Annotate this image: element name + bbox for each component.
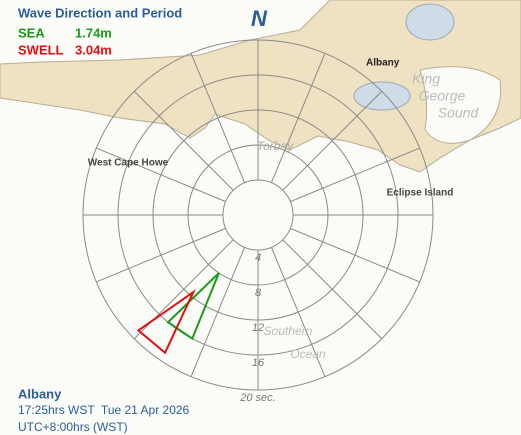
ring-label: 8 <box>255 287 262 299</box>
legend-value: 3.04m <box>75 42 112 57</box>
rose <box>82 39 434 391</box>
harbour <box>353 81 411 111</box>
harbour <box>405 3 455 41</box>
title: Wave Direction and Period <box>18 5 182 20</box>
wave-wedge <box>166 272 220 341</box>
ring-label: 20 sec. <box>239 392 275 404</box>
footer-location: Albany <box>18 386 62 401</box>
footer-time: 17:25hrs WST Tue 21 Apr 2026 <box>18 403 190 417</box>
water-name: Sound <box>438 105 480 121</box>
ring-label: 12 <box>252 322 264 334</box>
period-ring <box>222 179 294 251</box>
water-name: Southern <box>264 324 313 338</box>
north-label: N <box>251 6 268 31</box>
legend-value: 1.74m <box>75 25 112 40</box>
ring-label: 16 <box>252 357 265 369</box>
place-name: Eclipse Island <box>387 188 454 199</box>
ring-label: 4 <box>255 252 261 264</box>
period-ring <box>82 39 434 391</box>
land <box>0 0 521 173</box>
sound <box>419 66 502 144</box>
water-name: Ocean <box>290 347 326 361</box>
place-name: West Cape Howe <box>88 158 169 169</box>
footer-timezone: UTC+8:00hrs (WST) <box>18 420 128 434</box>
wave-wedge <box>136 289 196 355</box>
place-name: Torbay <box>257 139 294 153</box>
period-ring <box>187 144 329 286</box>
water-name: King <box>412 71 440 87</box>
period-ring <box>152 109 364 321</box>
period-ring <box>117 74 399 356</box>
legend-name: SEA <box>18 25 45 40</box>
place-name: Albany <box>366 58 400 69</box>
water-name: George <box>419 88 466 104</box>
legend-name: SWELL <box>18 42 64 57</box>
